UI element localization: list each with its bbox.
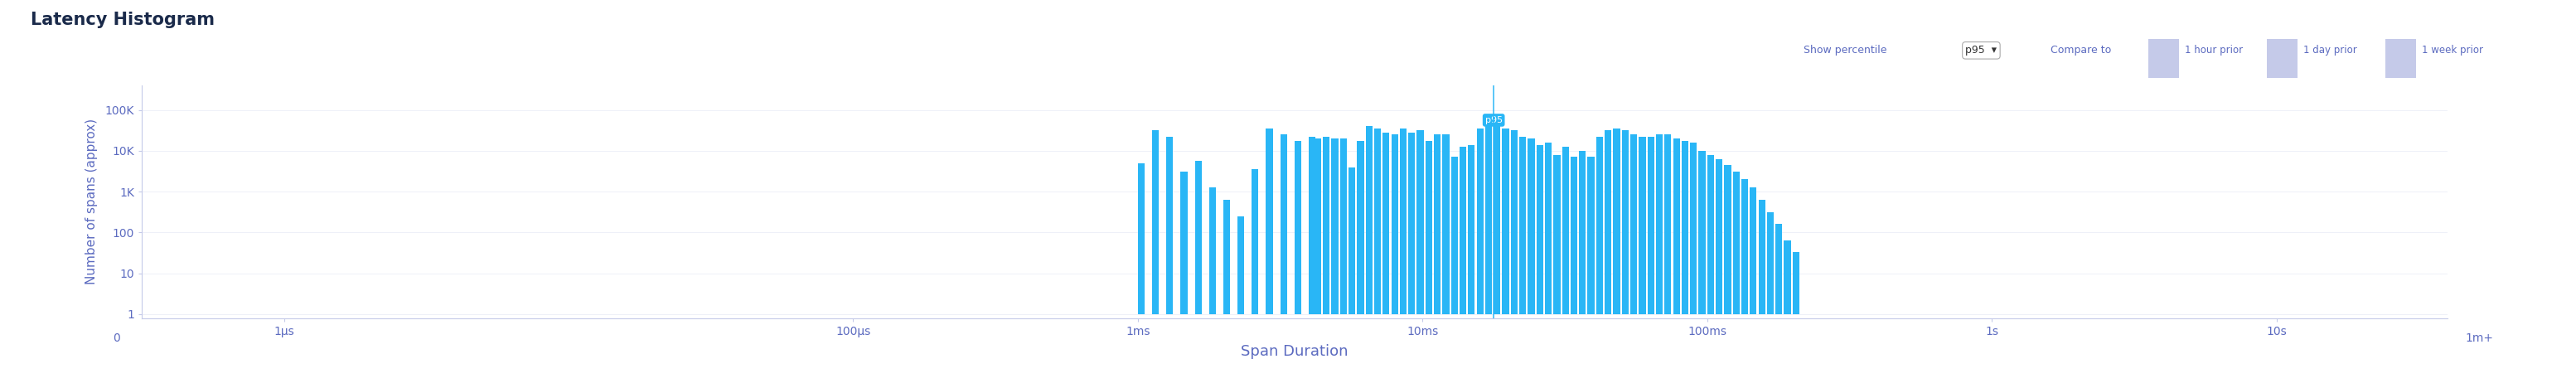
Bar	[1265, 128, 1273, 314]
Bar	[1623, 130, 1628, 314]
Bar	[1391, 135, 1399, 314]
Bar	[1332, 139, 1340, 314]
Bar	[1324, 137, 1329, 314]
Bar	[1399, 128, 1406, 314]
Bar	[1409, 132, 1414, 314]
Bar	[1638, 137, 1646, 314]
Bar	[1417, 130, 1425, 314]
Bar	[1672, 139, 1680, 314]
Bar	[1793, 252, 1801, 314]
Bar	[1502, 128, 1510, 314]
Bar	[1741, 179, 1749, 314]
Bar	[1579, 151, 1587, 314]
Bar	[1486, 124, 1492, 314]
Bar	[1759, 200, 1765, 314]
Bar	[1208, 187, 1216, 314]
Bar	[1749, 187, 1757, 314]
Bar	[1195, 161, 1200, 314]
Bar	[1775, 224, 1783, 314]
Bar	[1180, 171, 1188, 314]
X-axis label: Span Duration: Span Duration	[1242, 344, 1347, 359]
Bar	[1383, 132, 1388, 314]
Y-axis label: Number of spans (approx): Number of spans (approx)	[85, 119, 98, 285]
Bar	[1535, 145, 1543, 314]
Bar	[1510, 130, 1517, 314]
Bar	[1664, 135, 1672, 314]
Text: Show percentile: Show percentile	[1803, 45, 1886, 56]
Bar	[1139, 163, 1144, 314]
Bar	[1587, 157, 1595, 314]
Text: 1 hour prior: 1 hour prior	[2184, 45, 2244, 56]
Bar	[1461, 147, 1466, 314]
Bar	[1605, 130, 1613, 314]
Bar	[1553, 155, 1561, 314]
Text: 1m+: 1m+	[2465, 332, 2494, 344]
Bar	[1698, 151, 1705, 314]
Bar	[1476, 128, 1484, 314]
Bar	[1450, 157, 1458, 314]
Bar	[1716, 159, 1723, 314]
Bar	[1528, 139, 1535, 314]
Bar	[1520, 137, 1525, 314]
Bar	[1280, 135, 1288, 314]
Bar	[1373, 128, 1381, 314]
Text: 1 day prior: 1 day prior	[2303, 45, 2357, 56]
Bar	[1546, 143, 1551, 314]
Bar	[1252, 169, 1260, 314]
Bar	[1314, 139, 1321, 314]
Bar	[1656, 135, 1662, 314]
Bar	[1167, 137, 1172, 314]
Text: p95: p95	[1484, 116, 1502, 124]
Bar	[1443, 135, 1450, 314]
Text: Latency Histogram: Latency Histogram	[31, 12, 214, 28]
Bar	[1236, 216, 1244, 314]
Bar	[1723, 165, 1731, 314]
Text: 1 week prior: 1 week prior	[2421, 45, 2483, 56]
Bar	[1597, 137, 1602, 314]
Bar	[1767, 212, 1775, 314]
Bar	[1613, 128, 1620, 314]
Bar	[1340, 139, 1347, 314]
Bar	[1734, 171, 1739, 314]
Bar	[1309, 137, 1316, 314]
Bar	[1494, 122, 1499, 314]
Bar	[1358, 140, 1363, 314]
Bar	[1151, 130, 1159, 314]
Bar	[1224, 200, 1231, 314]
Bar	[1649, 137, 1654, 314]
Bar	[1631, 135, 1638, 314]
Bar	[1468, 145, 1476, 314]
Text: Compare to: Compare to	[2050, 45, 2112, 56]
Bar	[1571, 157, 1577, 314]
Bar	[1690, 143, 1698, 314]
Bar	[1347, 167, 1355, 314]
Text: p95  ▾: p95 ▾	[1965, 45, 1996, 56]
Bar	[1425, 140, 1432, 314]
Bar	[1785, 241, 1790, 314]
Bar	[1435, 135, 1440, 314]
Bar	[1296, 140, 1301, 314]
Text: 0: 0	[113, 332, 121, 344]
Bar	[1561, 147, 1569, 314]
Bar	[1365, 126, 1373, 314]
Bar	[1708, 155, 1713, 314]
Bar	[1682, 140, 1687, 314]
